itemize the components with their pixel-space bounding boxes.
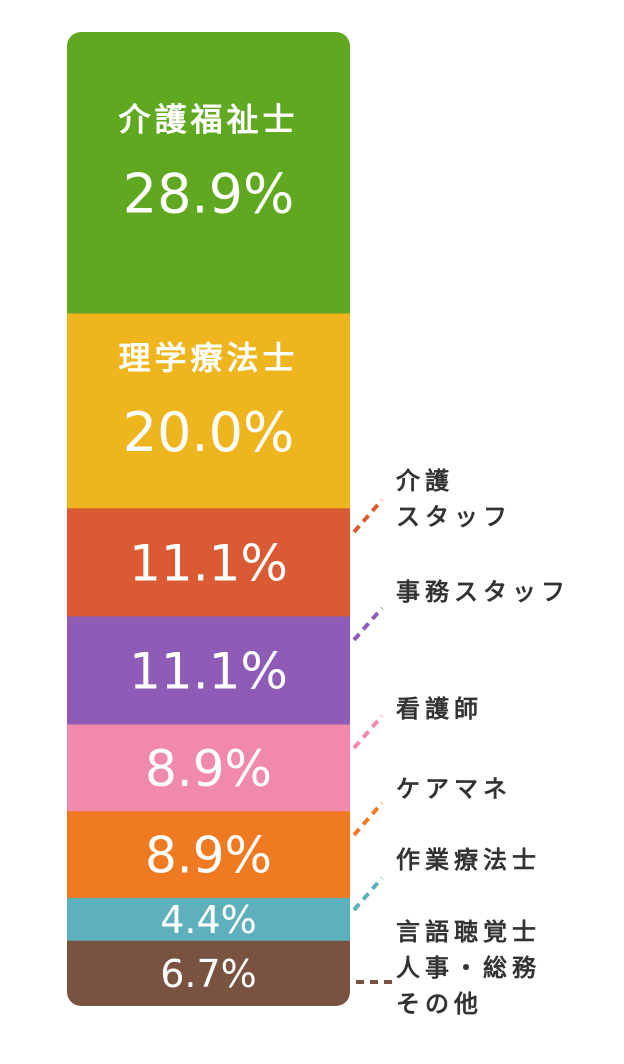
bar-segment [67, 724, 350, 812]
segment-value-label: 8.9% [145, 740, 272, 798]
leader-line [352, 876, 384, 912]
segment-category-label: 言語聴覚士人事・総務その他 [396, 918, 541, 1018]
segment-category-label: 介護福祉士 [117, 101, 298, 139]
segment-category-label: 理学療法士 [118, 339, 298, 377]
bar-segment [67, 616, 350, 726]
leader-line [352, 498, 384, 534]
segment-value-label: 11.1% [129, 642, 288, 700]
segment-category-label: ケアマネ [396, 775, 512, 803]
segment-category-label: 作業療法士 [396, 846, 541, 874]
leader-line [352, 801, 384, 837]
segment-value-label: 8.9% [145, 827, 272, 885]
bar-segment [67, 313, 350, 509]
leader-line [352, 714, 384, 750]
segment-category-label: 介護スタッフ [395, 467, 512, 531]
bar-segment [67, 897, 350, 942]
segment-value-label: 4.4% [160, 898, 257, 942]
segment-category-label: 看護師 [396, 695, 483, 723]
segment-value-label: 6.7% [160, 952, 257, 996]
segment-value-label: 20.0% [123, 401, 295, 464]
leader-line [352, 606, 384, 642]
segment-value-label: 28.9% [123, 163, 295, 226]
segment-category-label: 事務スタッフ [396, 578, 570, 606]
bar-segment [67, 811, 350, 899]
segment-value-label: 11.1% [129, 534, 288, 592]
bar-segment [67, 508, 350, 617]
bar-segment [67, 32, 350, 314]
bar-segment [67, 940, 350, 1006]
